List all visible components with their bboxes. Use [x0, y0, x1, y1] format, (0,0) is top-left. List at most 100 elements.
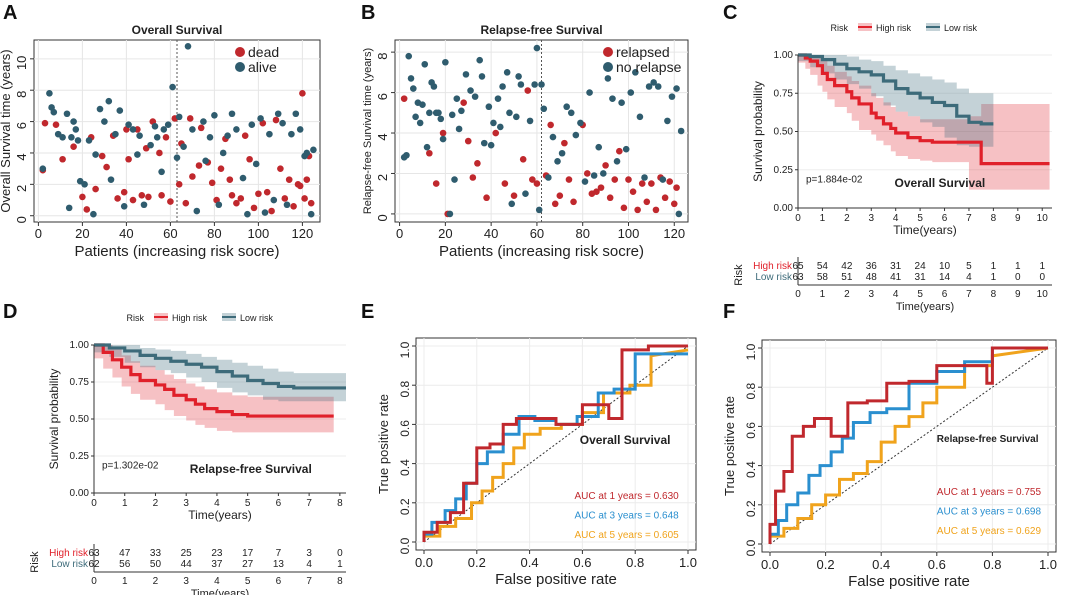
- risk-x-tick-label: 3: [868, 289, 874, 300]
- scatter-point-relapsed: [602, 162, 609, 169]
- scatter-point-no-relapse: [513, 113, 520, 121]
- scatter-point-dead: [125, 155, 132, 163]
- scatter-point-alive: [39, 165, 47, 172]
- y-tick-label: 4: [14, 153, 29, 160]
- y-axis-label: Survival probability: [47, 369, 61, 470]
- scatter-point-dead: [195, 162, 203, 169]
- scatter-point-alive: [219, 149, 227, 157]
- x-tick-label: 8: [337, 498, 343, 509]
- scatter-point-alive: [50, 108, 58, 116]
- risk-count-low: 37: [211, 559, 223, 570]
- scatter-point-alive: [261, 209, 269, 216]
- scatter-point-dead: [241, 132, 249, 140]
- scatter-point-relapsed: [593, 188, 600, 195]
- scatter-point-relapsed: [652, 206, 660, 214]
- y-axis-label: True positive rate: [376, 394, 391, 494]
- scatter-point-relapsed: [611, 176, 619, 183]
- risk-count-high: 5: [966, 261, 972, 272]
- panel-d: 0 1 2 3 4 5 6 7 80.000.250.500.751.00Time(years)…: [29, 313, 346, 595]
- scatter-point-alive: [233, 126, 240, 133]
- scatter-point-dead: [129, 196, 137, 204]
- x-tick-label: 5: [245, 498, 251, 509]
- scatter-point-alive: [206, 133, 214, 141]
- risk-count-high: 42: [841, 261, 853, 272]
- scatter-point-alive: [90, 210, 97, 218]
- x-tick-label: 40: [119, 226, 133, 241]
- scatter-point-no-relapse: [426, 109, 433, 117]
- scatter-point-alive: [70, 118, 77, 125]
- risk-count-high: 7: [276, 548, 282, 559]
- legend-marker: [235, 47, 245, 57]
- scatter-point-no-relapse: [522, 190, 529, 197]
- scatter-point-dead: [246, 155, 253, 163]
- panel-letter-b: B: [361, 2, 375, 24]
- x-tick-label: 0.8: [626, 555, 644, 570]
- scatter-point-dead: [290, 203, 297, 210]
- diagonal-reference: [423, 345, 689, 543]
- scatter-point-no-relapse: [659, 176, 667, 183]
- x-tick-label: 0.0: [761, 557, 779, 572]
- km-curve-Low-risk: [798, 53, 994, 126]
- scatter-point-no-relapse: [476, 56, 483, 64]
- scatter-point-dead: [285, 176, 293, 183]
- x-tick-label: 1.0: [679, 555, 697, 570]
- legend-label: High risk: [172, 313, 208, 323]
- scatter-point-dead: [303, 176, 311, 183]
- scatter-point-relapsed: [492, 129, 500, 137]
- x-tick-label: 0.8: [983, 557, 1001, 572]
- scatter-point-alive: [248, 121, 256, 129]
- x-tick-label: 120: [663, 226, 685, 241]
- scatter-point-dead: [120, 188, 128, 196]
- scatter-point-alive: [96, 105, 104, 113]
- scatter-point-relapsed: [625, 176, 632, 183]
- x-tick-label: 4: [893, 213, 899, 224]
- scatter-point-alive: [239, 174, 247, 182]
- scatter-point-relapsed: [643, 198, 651, 206]
- scatter-point-alive: [101, 118, 108, 125]
- scatter-point-relapsed: [661, 194, 669, 202]
- x-tick-label: 1: [122, 498, 128, 509]
- scatter-point-no-relapse: [494, 95, 502, 102]
- scatter-point-no-relapse: [455, 125, 463, 133]
- legend-label: Low risk: [240, 313, 274, 323]
- scatter-point-no-relapse: [531, 81, 538, 88]
- panel-letter-d: D: [3, 301, 17, 323]
- y-tick-label: 0.75: [70, 377, 90, 388]
- scatter-point-alive: [180, 143, 187, 150]
- scatter-point-no-relapse: [487, 141, 495, 149]
- y-tick-label: 0.8: [398, 381, 412, 398]
- y-axis-label: Survival probability: [751, 81, 765, 182]
- scatter-point-dead: [156, 149, 163, 157]
- chart-title: Relapse-free Survival: [480, 23, 602, 37]
- scatter-point-dead: [158, 192, 165, 199]
- x-tick-label: 60: [530, 226, 544, 241]
- x-tick-label: 0: [396, 226, 403, 241]
- scatter-point-no-relapse: [446, 210, 454, 218]
- scatter-point-no-relapse: [572, 131, 580, 139]
- panel-f: 0.00.0 0.2 0.2 0.4 0.4 0.6 0.6 0.8 0.8 1.0 1.0 Fals…: [722, 339, 1057, 590]
- risk-count-high: 31: [890, 261, 902, 272]
- risk-count-high: 3: [306, 548, 312, 559]
- scatter-point-no-relapse: [471, 93, 479, 100]
- scatter-point-dead: [301, 195, 308, 202]
- scatter-point-no-relapse: [467, 87, 474, 94]
- scatter-point-relapsed: [426, 149, 433, 157]
- scatter-point-no-relapse: [439, 135, 447, 143]
- scatter-point-alive: [160, 126, 168, 133]
- x-tick-label: 20: [75, 226, 89, 241]
- y-tick-label: 0.8: [744, 383, 758, 400]
- scatter-point-relapsed: [400, 95, 408, 102]
- y-tick-label: 0.2: [744, 500, 758, 517]
- scatter-point-no-relapse: [503, 69, 511, 76]
- x-axis-label: False positive rate: [848, 573, 970, 590]
- scatter-point-no-relapse: [437, 115, 445, 123]
- risk-count-low: 51: [841, 272, 853, 283]
- scatter-point-alive: [307, 210, 315, 218]
- scatter-point-dead: [103, 163, 110, 171]
- panel-e: 0.00.0 0.2 0.2 0.4 0.4 0.6 0.6 0.8 0.8 1.0 1.0 Fals…: [376, 337, 697, 588]
- x-tick-label: 9: [1015, 213, 1021, 224]
- roc-curve-1yr: [768, 346, 1048, 544]
- x-tick-label: 80: [207, 226, 221, 241]
- scatter-point-alive: [202, 157, 209, 165]
